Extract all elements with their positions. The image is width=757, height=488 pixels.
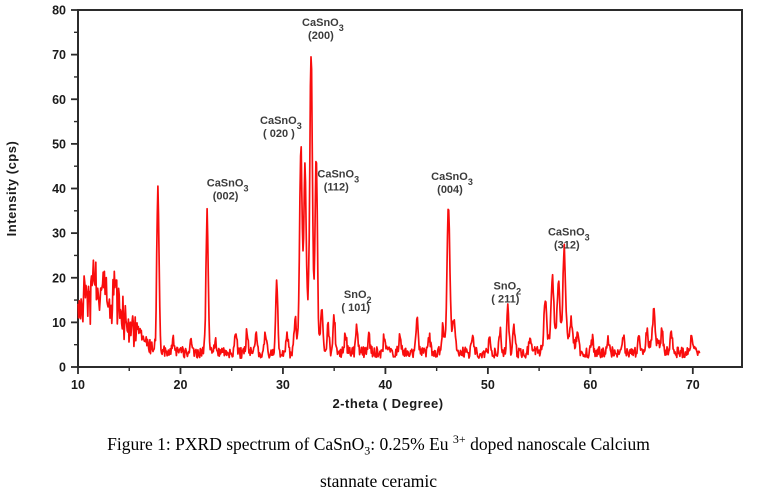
y-tick-label: 30 (52, 227, 66, 241)
peak-annotation-hkl: ( 211) (491, 293, 519, 305)
peak-annotation-formula: SnO2 (344, 289, 372, 305)
peak-annotation-formula: CaSnO3 (317, 169, 359, 185)
plot-frame (77, 9, 743, 368)
x-tick-label: 20 (174, 378, 188, 392)
y-tick-label: 60 (52, 93, 66, 107)
figure-caption-line-1: Figure 1: PXRD spectrum of CaSnO3: 0.25%… (107, 432, 650, 458)
peak-annotation-formula: CaSnO3 (207, 178, 249, 194)
x-tick-label: 60 (583, 378, 597, 392)
figure-caption: Figure 1: PXRD spectrum of CaSnO3: 0.25%… (0, 424, 757, 488)
x-tick-label: 50 (481, 378, 495, 392)
y-tick-label: 80 (52, 4, 66, 18)
y-axis-title: Intensity (cps) (4, 141, 19, 237)
x-axis-title: 2-theta ( Degree) (332, 396, 443, 411)
xrd-trace (77, 56, 701, 359)
peak-annotation-hkl: ( 020 ) (263, 128, 295, 140)
y-tick-label: 0 (59, 361, 66, 375)
peak-annotation-formula: CaSnO3 (260, 115, 302, 131)
figure-caption-line-2: stannate ceramic (319, 471, 438, 488)
peak-annotation-formula: SnO2 (494, 280, 522, 296)
peak-annotation-hkl: ( 101) (341, 302, 370, 314)
peak-annotation-hkl: (200) (308, 30, 334, 42)
peak-annotation-hkl: (002) (213, 191, 239, 203)
x-tick-label: 40 (378, 378, 392, 392)
peak-annotation-hkl: (004) (437, 184, 463, 196)
y-tick-label: 10 (52, 316, 66, 330)
y-tick-label: 70 (52, 48, 66, 62)
y-tick-label: 40 (52, 182, 66, 196)
x-tick-label: 70 (686, 378, 700, 392)
pxrd-chart: 10 20 30 40 50 60 70 0 10 20 30 40 50 60 70 80 Intensity… (4, 4, 743, 411)
x-tick-label: 10 (71, 378, 85, 392)
peak-annotation-hkl: (312) (554, 240, 580, 252)
peak-annotation-formula: CaSnO3 (431, 171, 473, 187)
pxrd-plot-svg: 10 20 30 40 50 60 70 0 10 20 30 40 50 60 70 80 Intensity… (4, 4, 743, 411)
peak-annotation-formula: CaSnO3 (302, 17, 344, 33)
y-tick-label: 20 (52, 271, 66, 285)
x-tick-label: 30 (276, 378, 290, 392)
y-tick-label: 50 (52, 137, 66, 151)
peak-annotation-formula: CaSnO3 (548, 227, 590, 243)
peak-annotation-hkl: (112) (324, 182, 349, 194)
